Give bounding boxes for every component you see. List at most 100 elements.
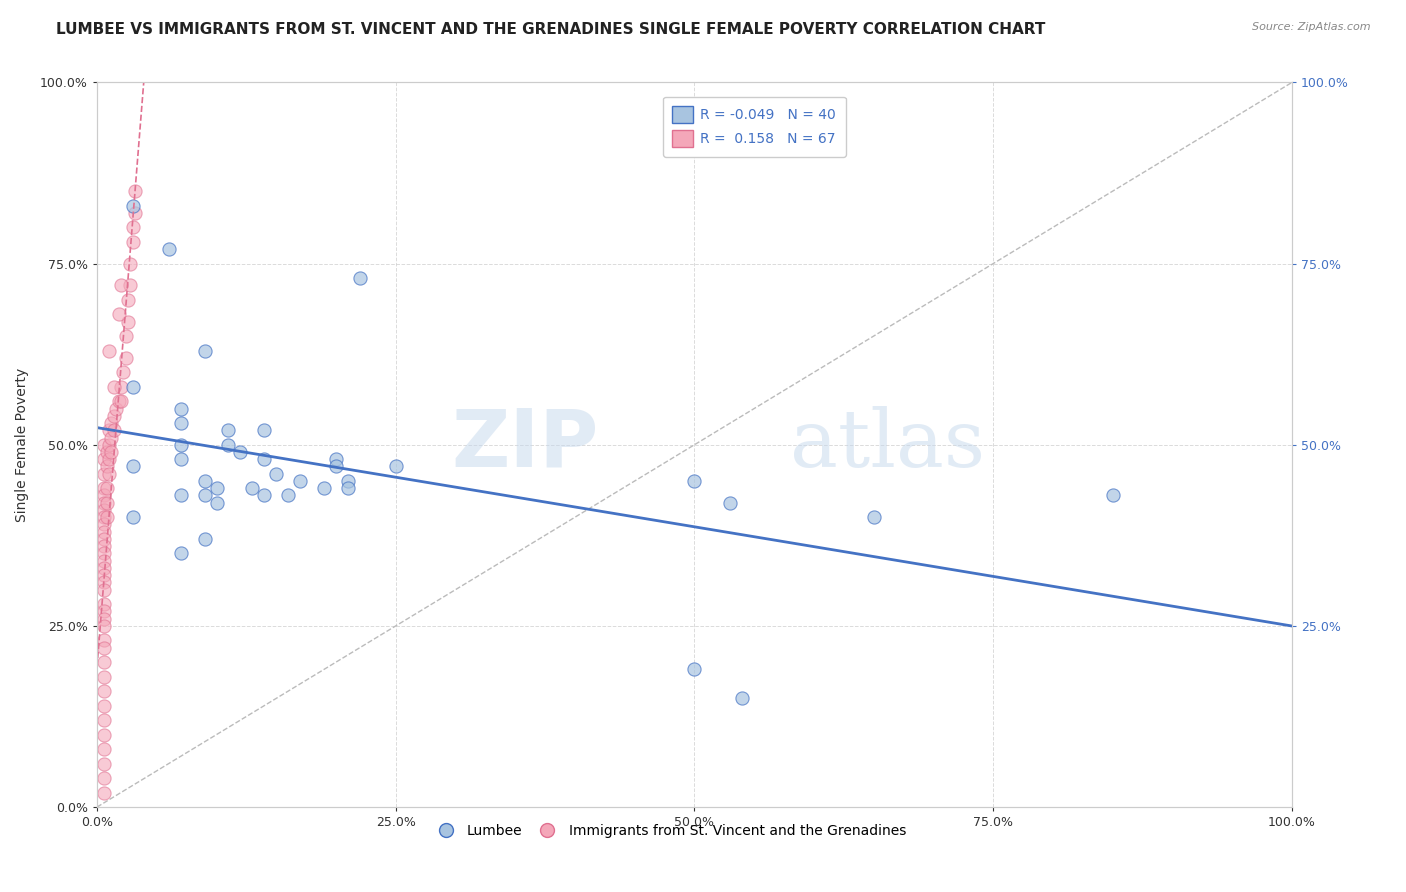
Point bbox=[205, 496, 228, 510]
Text: atlas: atlas bbox=[790, 406, 986, 483]
Point bbox=[93, 771, 115, 785]
Point bbox=[107, 394, 129, 409]
Point bbox=[100, 445, 122, 459]
Point bbox=[110, 278, 132, 293]
Point bbox=[97, 452, 120, 467]
Point bbox=[93, 597, 115, 611]
Point bbox=[336, 481, 359, 495]
Point bbox=[193, 343, 215, 358]
Point bbox=[93, 510, 115, 524]
Point bbox=[93, 670, 115, 684]
Point bbox=[103, 380, 125, 394]
Legend: Lumbee, Immigrants from St. Vincent and the Grenadines: Lumbee, Immigrants from St. Vincent and … bbox=[430, 819, 911, 844]
Point bbox=[253, 488, 276, 502]
Point bbox=[121, 235, 143, 249]
Point bbox=[229, 445, 252, 459]
Text: LUMBEE VS IMMIGRANTS FROM ST. VINCENT AND THE GRENADINES SINGLE FEMALE POVERTY C: LUMBEE VS IMMIGRANTS FROM ST. VINCENT AN… bbox=[56, 22, 1046, 37]
Point bbox=[93, 575, 115, 590]
Point bbox=[93, 524, 115, 539]
Point bbox=[121, 459, 143, 474]
Point bbox=[93, 684, 115, 698]
Point bbox=[683, 474, 706, 488]
Point bbox=[193, 488, 215, 502]
Point bbox=[93, 582, 115, 597]
Point bbox=[93, 612, 115, 626]
Point bbox=[169, 401, 191, 416]
Point bbox=[288, 474, 311, 488]
Point bbox=[117, 314, 139, 328]
Point bbox=[217, 423, 239, 437]
Point bbox=[93, 488, 115, 502]
Point bbox=[93, 554, 115, 568]
Point bbox=[97, 438, 120, 452]
Point bbox=[169, 416, 191, 430]
Point bbox=[205, 481, 228, 495]
Point bbox=[96, 510, 118, 524]
Point bbox=[169, 488, 191, 502]
Point bbox=[193, 532, 215, 546]
Point bbox=[120, 257, 142, 271]
Point bbox=[683, 662, 706, 676]
Point bbox=[121, 380, 143, 394]
Point bbox=[93, 604, 115, 618]
Point bbox=[93, 481, 115, 495]
Point bbox=[97, 467, 120, 481]
Point bbox=[240, 481, 263, 495]
Point bbox=[93, 467, 115, 481]
Point bbox=[93, 698, 115, 713]
Point bbox=[93, 756, 115, 771]
Point bbox=[93, 532, 115, 546]
Point bbox=[93, 742, 115, 756]
Point bbox=[384, 459, 406, 474]
Point bbox=[253, 452, 276, 467]
Y-axis label: Single Female Poverty: Single Female Poverty bbox=[15, 368, 30, 522]
Point bbox=[110, 380, 132, 394]
Point bbox=[96, 481, 118, 495]
Point bbox=[110, 394, 132, 409]
Point bbox=[731, 691, 754, 706]
Point bbox=[157, 242, 180, 256]
Point bbox=[169, 438, 191, 452]
Point bbox=[862, 510, 884, 524]
Text: ZIP: ZIP bbox=[451, 406, 599, 483]
Point bbox=[103, 409, 125, 423]
Point bbox=[253, 423, 276, 437]
Point bbox=[97, 343, 120, 358]
Point bbox=[93, 496, 115, 510]
Point bbox=[93, 786, 115, 800]
Point bbox=[312, 481, 335, 495]
Point bbox=[93, 655, 115, 669]
Point bbox=[96, 496, 118, 510]
Point bbox=[114, 329, 136, 343]
Point bbox=[100, 416, 122, 430]
Point bbox=[93, 568, 115, 582]
Point bbox=[336, 474, 359, 488]
Point bbox=[1101, 488, 1123, 502]
Point bbox=[96, 459, 118, 474]
Point bbox=[105, 401, 128, 416]
Point bbox=[114, 351, 136, 365]
Point bbox=[121, 510, 143, 524]
Text: Source: ZipAtlas.com: Source: ZipAtlas.com bbox=[1253, 22, 1371, 32]
Point bbox=[349, 271, 371, 285]
Point bbox=[169, 452, 191, 467]
Point bbox=[93, 438, 115, 452]
Point bbox=[117, 293, 139, 307]
Point bbox=[93, 517, 115, 532]
Point bbox=[217, 438, 239, 452]
Point bbox=[325, 459, 347, 474]
Point bbox=[100, 430, 122, 444]
Point bbox=[97, 423, 120, 437]
Point bbox=[121, 220, 143, 235]
Point bbox=[93, 561, 115, 575]
Point bbox=[93, 728, 115, 742]
Point bbox=[169, 546, 191, 560]
Point bbox=[93, 633, 115, 648]
Point bbox=[107, 307, 129, 321]
Point bbox=[277, 488, 299, 502]
Point bbox=[325, 452, 347, 467]
Point bbox=[93, 546, 115, 560]
Point bbox=[93, 640, 115, 655]
Point bbox=[120, 278, 142, 293]
Point bbox=[124, 206, 146, 220]
